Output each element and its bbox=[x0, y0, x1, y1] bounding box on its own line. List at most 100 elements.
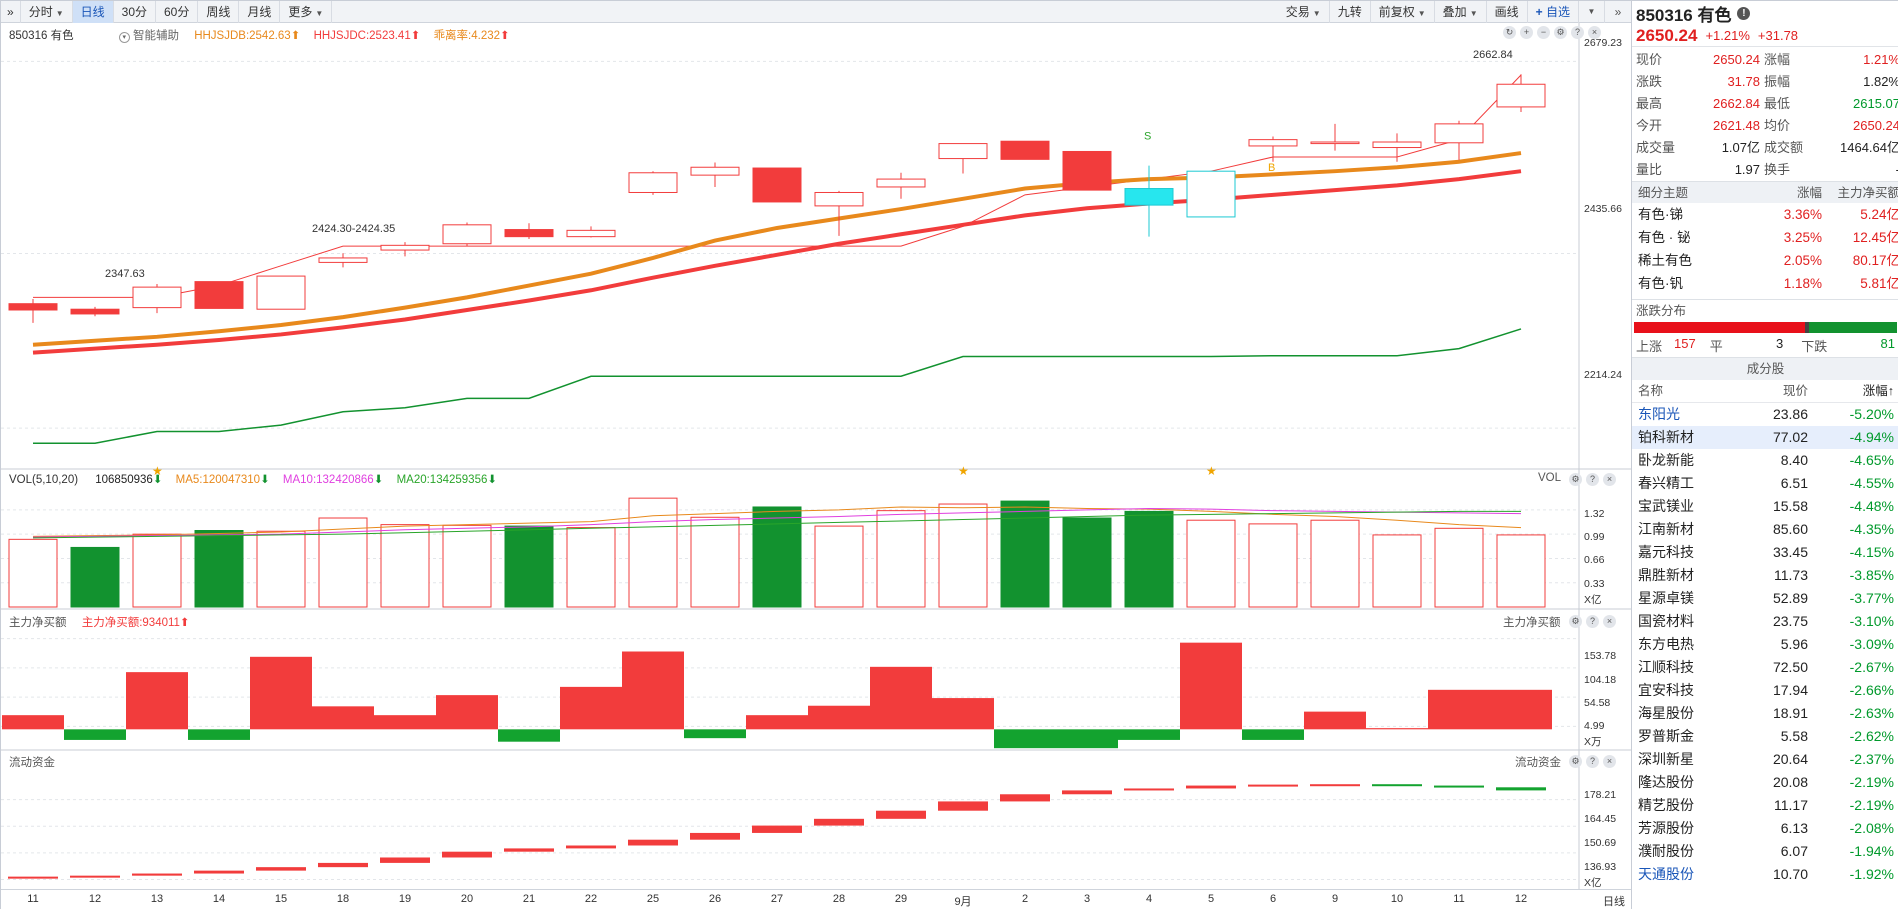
subtheme-change: 1.18% bbox=[1783, 276, 1822, 291]
date-label: 11 bbox=[1453, 893, 1465, 905]
component-name: 铂科新材 bbox=[1638, 429, 1694, 445]
tab-1[interactable]: 日线 bbox=[72, 0, 114, 23]
col-name[interactable]: 名称 bbox=[1638, 384, 1664, 398]
close-icon[interactable]: × bbox=[1588, 26, 1601, 39]
gear-icon[interactable]: ⚙ bbox=[1569, 755, 1582, 768]
tool-tab-3[interactable]: 叠加 ▼ bbox=[1435, 0, 1487, 23]
liquidity-bar bbox=[938, 801, 988, 811]
assist-toggle[interactable]: ▾ 智能辅助 bbox=[118, 30, 179, 43]
help-icon[interactable]: ? bbox=[1571, 26, 1584, 39]
component-row[interactable]: 东方电热 5.96 -3.09% bbox=[1632, 633, 1898, 656]
quote-value: 1.07亿 bbox=[1721, 140, 1760, 155]
tab-4[interactable]: 周线 bbox=[198, 0, 240, 23]
component-name: 春兴精工 bbox=[1638, 475, 1694, 491]
expand-icon[interactable]: » bbox=[1614, 4, 1622, 19]
component-row[interactable]: 天通股份 10.70 -1.92% bbox=[1632, 863, 1898, 886]
help-icon[interactable]: ? bbox=[1586, 755, 1599, 768]
chart-canvas[interactable]: ★ ★ ★ S B bbox=[1, 23, 1631, 889]
close-icon[interactable]: × bbox=[1603, 473, 1616, 486]
zoom-in-icon[interactable]: + bbox=[1520, 26, 1533, 39]
volume-bar bbox=[256, 530, 306, 608]
component-row[interactable]: 国瓷材料 23.75 -3.10% bbox=[1632, 610, 1898, 633]
component-row[interactable]: 鼎胜新材 11.73 -3.85% bbox=[1632, 564, 1898, 587]
component-row[interactable]: 嘉元科技 33.45 -4.15% bbox=[1632, 541, 1898, 564]
date-label: 4 bbox=[1145, 893, 1153, 905]
candle-body bbox=[318, 257, 368, 263]
candle-body bbox=[8, 303, 58, 311]
component-row[interactable]: 芳源股份 6.13 -2.08% bbox=[1632, 817, 1898, 840]
tab-0[interactable]: 分时 ▼ bbox=[21, 0, 73, 23]
component-row[interactable]: 深圳新星 20.64 -2.37% bbox=[1632, 748, 1898, 771]
net-buy-bar bbox=[250, 656, 312, 730]
unit-label: X万 bbox=[1584, 736, 1602, 748]
component-row[interactable]: 宜安科技 17.94 -2.66% bbox=[1632, 679, 1898, 702]
component-change: -4.94% bbox=[1849, 429, 1894, 445]
tab-2[interactable]: 30分 bbox=[114, 0, 156, 23]
y-tick-label: 0.99 bbox=[1584, 531, 1605, 543]
component-row[interactable]: 东阳光 23.86 -5.20% bbox=[1632, 403, 1898, 426]
component-change: -4.55% bbox=[1849, 475, 1894, 491]
tool-tab-0[interactable]: 交易 ▼ bbox=[1278, 0, 1330, 23]
tool-tab-4[interactable]: 画线 bbox=[1487, 0, 1528, 23]
subtheme-row[interactable]: 稀土有色 2.05% 80.17亿 bbox=[1632, 249, 1898, 272]
tool-tab-1[interactable]: 九转 bbox=[1330, 0, 1371, 23]
col-price[interactable]: 现价 bbox=[1782, 384, 1808, 398]
quote-grid: 现价 2650.24 涨幅 1.21% 涨跌 31.78 振幅 1.82% 最高 2662.84 最… bbox=[1632, 47, 1898, 181]
component-row[interactable]: 宝武镁业 15.58 -4.48% bbox=[1632, 495, 1898, 518]
signal-s-icon: S bbox=[1144, 131, 1151, 143]
close-icon[interactable]: × bbox=[1603, 755, 1616, 768]
component-row[interactable]: 星源卓镁 52.89 -3.77% bbox=[1632, 587, 1898, 610]
help-icon[interactable]: ? bbox=[1586, 473, 1599, 486]
zoom-out-icon[interactable]: − bbox=[1537, 26, 1550, 39]
tab-5[interactable]: 月线 bbox=[239, 0, 281, 23]
tab-3[interactable]: 60分 bbox=[156, 0, 199, 23]
component-row[interactable]: 精艺股份 11.17 -2.19% bbox=[1632, 794, 1898, 817]
gear-icon[interactable]: ⚙ bbox=[1569, 473, 1582, 486]
component-change: -2.37% bbox=[1849, 751, 1894, 767]
tool-tab-2[interactable]: 前复权 ▼ bbox=[1371, 0, 1435, 23]
gear-icon[interactable]: ⚙ bbox=[1569, 615, 1582, 628]
dropdown-caret-icon[interactable]: ▼ bbox=[1579, 0, 1605, 23]
add-watchlist-button[interactable]: + 自选 bbox=[1528, 0, 1579, 23]
component-row[interactable]: 濮耐股份 6.07 -1.94% bbox=[1632, 840, 1898, 863]
component-row[interactable]: 隆达股份 20.08 -2.19% bbox=[1632, 771, 1898, 794]
collapse-icon[interactable]: » bbox=[1, 0, 21, 23]
component-row[interactable]: 铂科新材 77.02 -4.94% bbox=[1632, 426, 1898, 449]
component-row[interactable]: 卧龙新能 8.40 -4.65% bbox=[1632, 449, 1898, 472]
component-name: 罗普斯金 bbox=[1638, 728, 1694, 744]
component-row[interactable]: 江南新材 85.60 -4.35% bbox=[1632, 518, 1898, 541]
refresh-icon[interactable]: ↻ bbox=[1503, 26, 1516, 39]
gear-icon[interactable]: ⚙ bbox=[1554, 26, 1567, 39]
volume-bar bbox=[938, 503, 988, 608]
component-row[interactable]: 海星股份 18.91 -2.63% bbox=[1632, 702, 1898, 725]
net-buy-bar bbox=[746, 715, 808, 730]
component-row[interactable]: 江顺科技 72.50 -2.67% bbox=[1632, 656, 1898, 679]
chart-area[interactable]: ★ ★ ★ S B 850316 有色 ▾ 智能辅助 HHJSJDB:2542.63⬆ … bbox=[1, 23, 1631, 909]
component-price: 6.07 bbox=[1780, 843, 1808, 859]
ma5-line bbox=[32, 506, 1522, 537]
help-icon[interactable]: ? bbox=[1586, 615, 1599, 628]
main-pane-title: 850316 有色 ▾ 智能辅助 HHJSJDB:2542.63⬆ HHJSJD… bbox=[9, 27, 510, 43]
indicator-bias: 乖离率:4.232 bbox=[433, 30, 501, 42]
tab-6[interactable]: 更多 ▼ bbox=[280, 0, 333, 23]
main-pane-controls: ↻ + − ⚙ ? × bbox=[1503, 26, 1601, 39]
close-icon[interactable]: × bbox=[1603, 615, 1616, 628]
chevron-down-icon: ▼ bbox=[1312, 8, 1321, 18]
candle-body bbox=[938, 143, 988, 160]
component-row[interactable]: 罗普斯金 5.58 -2.62% bbox=[1632, 725, 1898, 748]
net-buy-bar bbox=[374, 715, 436, 730]
col-change[interactable]: 涨幅↑ bbox=[1862, 384, 1894, 398]
quote-label: 量比 bbox=[1636, 162, 1663, 177]
subtheme-row[interactable]: 有色·钒 1.18% 5.81亿 bbox=[1632, 272, 1898, 295]
component-price: 85.60 bbox=[1772, 521, 1808, 537]
component-row[interactable]: 春兴精工 6.51 -4.55% bbox=[1632, 472, 1898, 495]
y-tick-label: 0.33 bbox=[1584, 578, 1605, 590]
info-icon[interactable]: ! bbox=[1737, 6, 1751, 20]
flat-count: 3 bbox=[1776, 336, 1784, 351]
quote-label: 现价 bbox=[1636, 52, 1663, 67]
subtheme-row[interactable]: 有色·锑 3.36% 5.24亿 bbox=[1632, 203, 1898, 226]
subtheme-row[interactable]: 有色 · 铋 3.25% 12.45亿 bbox=[1632, 226, 1898, 249]
component-change: -4.15% bbox=[1849, 544, 1894, 560]
component-price: 20.64 bbox=[1772, 751, 1808, 767]
ma10-value: MA10:132420866 bbox=[282, 474, 374, 486]
